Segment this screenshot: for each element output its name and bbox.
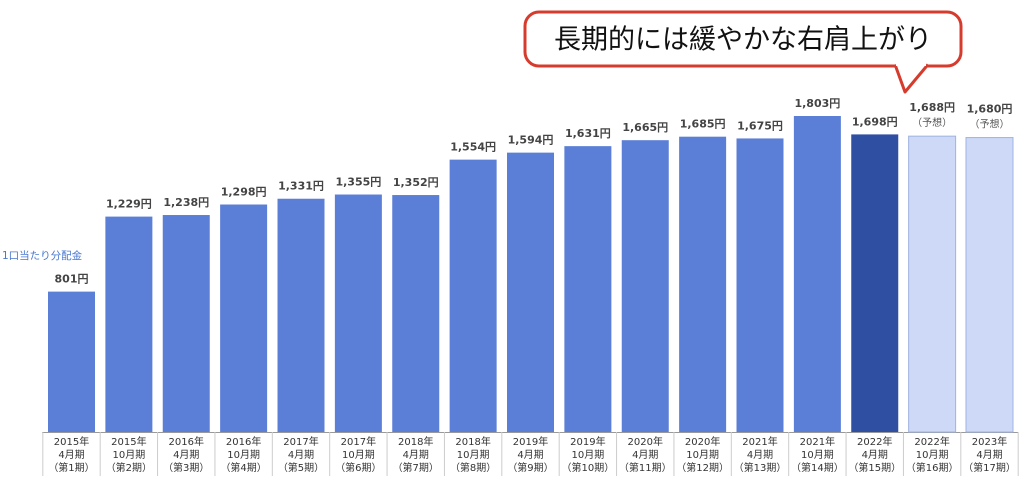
bar <box>277 198 325 432</box>
x-tick-label: （第13期） <box>734 461 787 474</box>
x-tick-label: 4月期 <box>862 449 888 461</box>
bar <box>334 194 382 432</box>
x-tick-label: 10月期 <box>457 449 490 461</box>
x-tick-label: 4月期 <box>173 449 199 461</box>
x-tick-label: 2015年 <box>54 435 89 448</box>
x-tick-label: 2017年 <box>341 435 376 448</box>
x-tick-label: 2018年 <box>398 435 433 448</box>
x-tick-label: （第14期） <box>791 461 844 474</box>
x-tick-label: 2021年 <box>742 435 777 448</box>
note-label: （予想） <box>912 116 952 129</box>
note-label: （予想） <box>970 118 1010 131</box>
x-tick-label: 10月期 <box>113 449 146 461</box>
value-label: 1,355円 <box>335 176 381 189</box>
x-tick-label: 4月期 <box>976 449 1002 461</box>
x-tick-label: 2017年 <box>283 435 318 448</box>
x-tick-label: 10月期 <box>801 449 834 461</box>
value-label: 1,688円 <box>909 101 955 114</box>
x-tick-label: （第17期） <box>963 461 1016 474</box>
x-tick-label: 2021年 <box>800 435 835 448</box>
value-label: 1,675円 <box>737 119 783 132</box>
x-tick-label: （第1期） <box>48 461 94 474</box>
value-label: 1,238円 <box>163 196 209 209</box>
x-tick-label: 4月期 <box>58 449 84 461</box>
value-label: 1,803円 <box>794 97 840 110</box>
x-tick-label: 4月期 <box>747 449 773 461</box>
callout-pointer-mask <box>896 60 926 66</box>
x-tick-label: （第7期） <box>393 461 439 474</box>
value-label: 1,665円 <box>622 121 668 134</box>
x-tick-label: （第10期） <box>562 461 615 474</box>
bar <box>736 138 784 432</box>
bar <box>507 152 554 432</box>
bar <box>908 135 957 433</box>
bar <box>965 137 1014 433</box>
x-tick-label: 2015年 <box>111 435 146 448</box>
x-tick-label: 2022年 <box>914 435 949 448</box>
bar <box>621 140 669 433</box>
bar <box>679 136 727 432</box>
bar <box>449 159 497 432</box>
bar <box>162 215 210 432</box>
bar <box>392 195 440 432</box>
x-tick-label: 2023年 <box>972 435 1007 448</box>
x-tick-label: 2018年 <box>455 435 490 448</box>
x-tick-label: 2020年 <box>685 435 720 448</box>
value-label: 1,229円 <box>106 198 152 211</box>
x-tick-label: 10月期 <box>916 449 949 461</box>
x-tick-label: （第8期） <box>450 461 496 474</box>
bar <box>105 216 153 432</box>
x-tick-label: 2016年 <box>169 435 204 448</box>
value-label: 801円 <box>55 273 89 286</box>
x-tick-label: （第2期） <box>106 461 152 474</box>
x-tick-label: （第15期） <box>848 461 901 474</box>
x-tick-label: 2019年 <box>513 435 548 448</box>
value-label: 1,680円 <box>967 103 1013 116</box>
callout-pointer <box>893 63 930 94</box>
value-label: 1,352円 <box>393 176 439 189</box>
x-tick-label: 10月期 <box>342 449 375 461</box>
x-tick-label: 10月期 <box>227 449 260 461</box>
x-tick-label: （第11期） <box>619 461 672 474</box>
bar <box>564 146 612 432</box>
x-tick-label: （第6期） <box>335 461 381 474</box>
x-tick-label: （第12期） <box>676 461 729 474</box>
bar <box>220 204 268 432</box>
value-label: 1,631円 <box>565 127 611 140</box>
x-tick-label: 4月期 <box>632 449 658 461</box>
bar <box>48 291 95 432</box>
x-tick-label: 2020年 <box>628 435 663 448</box>
x-tick-label: 2016年 <box>226 435 261 448</box>
x-tick-label: （第9期） <box>507 461 553 474</box>
value-label: 1,698円 <box>852 115 898 128</box>
x-tick-label: 10月期 <box>572 449 605 461</box>
x-tick-label: 10月期 <box>686 449 719 461</box>
bar <box>851 134 899 433</box>
x-tick-label: （第4期） <box>220 461 266 474</box>
y-label: 1口当たり分配金 <box>2 249 83 262</box>
x-tick-label: 2019年 <box>570 435 605 448</box>
bar <box>793 116 841 432</box>
value-label: 1,685円 <box>680 118 726 131</box>
callout-text: 長期的には緩やかな右肩上がり <box>554 25 932 56</box>
x-tick-label: 4月期 <box>403 449 429 461</box>
x-tick-label: （第5期） <box>278 461 324 474</box>
x-tick-label: 4月期 <box>288 449 314 461</box>
x-tick-label: （第3期） <box>163 461 209 474</box>
value-label: 1,594円 <box>508 134 554 147</box>
value-label: 1,298円 <box>221 186 267 199</box>
x-tick-label: 4月期 <box>517 449 543 461</box>
x-tick-label: 2022年 <box>857 435 892 448</box>
callout-box <box>523 10 963 68</box>
value-label: 1,554円 <box>450 141 496 154</box>
x-tick-label: （第16期） <box>906 461 959 474</box>
value-label: 1,331円 <box>278 180 324 193</box>
